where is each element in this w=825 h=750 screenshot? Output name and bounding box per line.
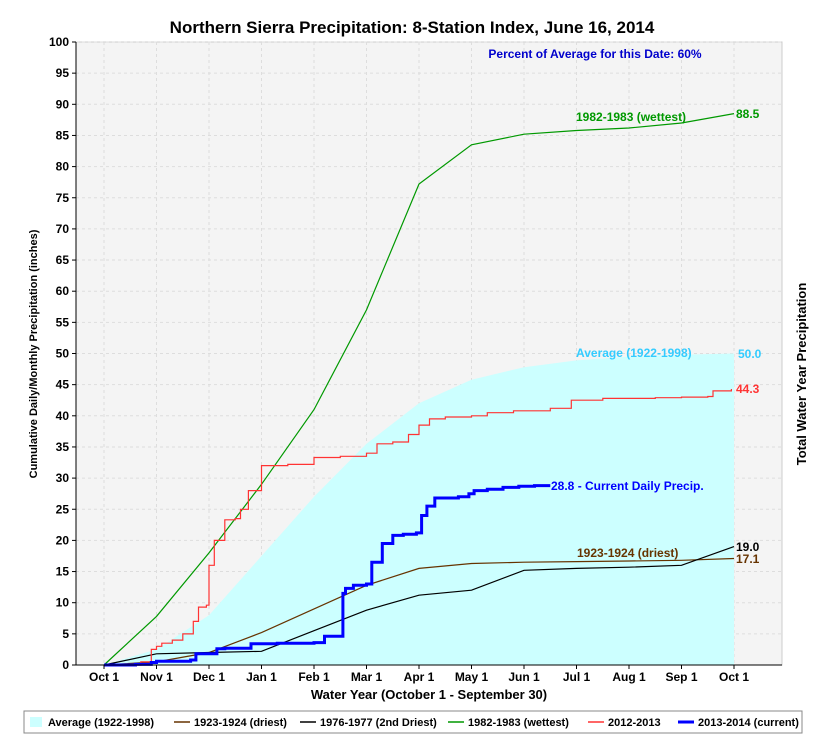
y-tick-label: 10	[56, 596, 70, 610]
y-tick-label: 55	[56, 315, 70, 329]
x-axis-label: Water Year (October 1 - September 30)	[311, 687, 547, 702]
x-tick-label: Jun 1	[508, 670, 540, 684]
x-tick-label: Sep 1	[665, 670, 697, 684]
y-tick-label: 40	[56, 409, 70, 423]
legend-box	[23, 710, 803, 734]
x-tick-label: Jul 1	[563, 670, 591, 684]
x-tick-label: Mar 1	[351, 670, 383, 684]
legend-label: 1923-1924 (driest)	[194, 717, 287, 729]
series-line-2012-2013	[104, 389, 733, 666]
legend-label: 1976-1977 (2nd Driest)	[320, 717, 437, 729]
series-line-1982-1983-wettest	[103, 113, 735, 666]
percent-of-average-note: Percent of Average for this Date: 60%	[488, 47, 702, 61]
legend-label: Average (1922-1998)	[48, 717, 154, 729]
legend-label: 1982-1983 (wettest)	[468, 717, 569, 729]
chart-title: Northern Sierra Precipitation: 8-Station…	[170, 18, 655, 37]
y-tick-label: 60	[56, 284, 70, 298]
legend-item: 1923-1924 (driest)	[174, 717, 287, 729]
legend-label: 2013-2014 (current)	[698, 717, 799, 729]
x-tick-label: Apr 1	[404, 670, 435, 684]
y-axis-label: Cumulative Daily/Monthly Precipitation (…	[28, 229, 40, 478]
y-tick-label: 35	[56, 440, 70, 454]
x-tick-label: Dec 1	[193, 670, 225, 684]
x-tick-label: Feb 1	[298, 670, 330, 684]
average-label: Average (1922-1998)	[576, 346, 692, 360]
x-tick-label: Jan 1	[246, 670, 277, 684]
series-area-average-1922-1998	[104, 353, 734, 665]
series-line-2013-2014-current	[104, 484, 551, 667]
y-tick-label: 5	[62, 627, 69, 641]
y-tick-label: 90	[56, 97, 70, 111]
second-driest-total: 19.0	[736, 540, 760, 554]
y-axis-ticks: 0 5 10 15 20 25 30 35 40 45 50 55 60 65 70 75 80 85 90 95 10…	[49, 35, 77, 672]
legend: Average (1922-1998) 1923-1924 (driest) 197…	[30, 717, 799, 729]
average-total: 50.0	[738, 347, 762, 361]
x-tick-label: Oct 1	[89, 670, 119, 684]
legend-label: 2012-2013	[608, 717, 661, 729]
legend-item: 2013-2014 (current)	[678, 717, 799, 729]
y-tick-label: 85	[56, 128, 70, 142]
x-tick-label: Aug 1	[612, 670, 646, 684]
legend-swatch	[30, 717, 42, 727]
x-tick-label: May 1	[455, 670, 489, 684]
y-tick-label: 75	[56, 191, 70, 205]
legend-item: 1982-1983 (wettest)	[448, 717, 569, 729]
y-tick-label: 95	[56, 66, 70, 80]
y-tick-label: 30	[56, 471, 70, 485]
y-tick-label: 15	[56, 565, 70, 579]
y-tick-label: 20	[56, 533, 70, 547]
wy2013-total: 44.3	[736, 382, 760, 396]
series-layer	[103, 113, 735, 667]
y-tick-label: 70	[56, 222, 70, 236]
legend-item: Average (1922-1998)	[30, 717, 154, 729]
y-tick-label: 25	[56, 502, 70, 516]
y-tick-label: 80	[56, 160, 70, 174]
x-tick-label: Oct 1	[719, 670, 749, 684]
y-tick-label: 65	[56, 253, 70, 267]
current-label: 28.8 - Current Daily Precip.	[551, 479, 704, 493]
driest-label: 1923-1924 (driest)	[577, 546, 678, 560]
driest-total: 17.1	[736, 552, 760, 566]
legend-item: 2012-2013	[588, 717, 661, 729]
wettest-total: 88.5	[736, 107, 760, 121]
y-tick-label: 0	[62, 658, 69, 672]
x-axis-ticks: Oct 1 Nov 1 Dec 1 Jan 1 Feb 1 Mar 1 Apr 1 May 1…	[76, 664, 782, 684]
y-tick-label: 45	[56, 378, 70, 392]
y-tick-label: 50	[56, 347, 70, 361]
y-tick-label: 100	[49, 35, 69, 49]
x-tick-label: Nov 1	[140, 670, 173, 684]
right-axis-label: Total Water Year Precipitation	[794, 283, 809, 466]
wettest-label: 1982-1983 (wettest)	[576, 110, 686, 124]
legend-item: 1976-1977 (2nd Driest)	[300, 717, 437, 729]
